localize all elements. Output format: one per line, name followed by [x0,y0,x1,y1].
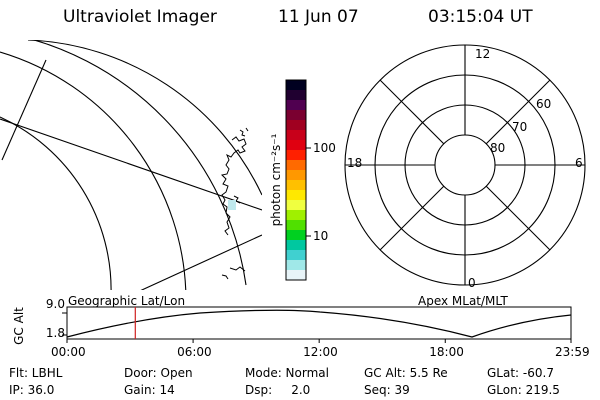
colorbar-band [286,200,306,211]
footer-seq: Seq: 39 [364,383,410,397]
footer-door: Door: Open [124,366,193,380]
colorbar-band [286,90,306,101]
footer-mode: Mode: Normal [245,366,329,380]
colorbar-band [286,140,306,151]
colorbar-band [286,100,306,111]
timeline-x-tick-label: 12:00 [303,345,338,359]
colorbar-band [286,230,306,241]
mlt-label-12: 12 [475,47,491,61]
footer-dsp: Dsp: 2.0 [245,383,311,397]
lat-label-80: 80 [490,141,506,155]
timeline-y-bottom: 1.8 [45,326,65,340]
colorbar-band [286,270,306,281]
footer-gain: Gain: 14 [124,383,175,397]
altitude-curve [66,309,572,338]
colorbar-band [286,190,306,201]
mlt-label-6: 6 [575,156,583,170]
colorbar-band [286,220,306,231]
colorbar-band [286,260,306,271]
colorbar-tick-10: 10 [313,229,329,243]
coastline [220,136,247,236]
footer-gc-alt: GC Alt: 5.5 Re [364,366,448,380]
date-label: 11 Jun 07 [278,7,359,27]
timeline-right-label: Apex MLat/MLT [418,294,508,308]
footer-glon: GLon: 219.5 [487,383,560,397]
timeline-y-top: 9.0 [45,297,65,311]
colorbar-band [286,250,306,261]
colorbar-band [286,240,306,251]
timeline-x-tick-label: 23:59 [555,345,590,359]
colorbar-band [286,130,306,141]
meridian-3 [140,234,262,290]
lat-arc-4 [27,40,262,196]
colorbar-band [286,180,306,191]
colorbar-tick-100: 100 [313,141,336,155]
lat-label-60: 60 [536,97,552,111]
instrument-title: Ultraviolet Imager [63,7,217,27]
meridian-2 [0,118,262,211]
mlt-label-0: 0 [468,276,476,290]
lat-arc-3 [32,40,247,286]
coastline-islands [221,127,249,280]
timeline-x-tick-label: 06:00 [177,345,212,359]
colorbar-band [286,120,306,131]
meridian-1 [1,59,47,161]
aurora-patch [228,200,236,210]
footer-glat: GLat: -60.7 [487,366,554,380]
colorbar-band [286,170,306,181]
timeline-x-tick-label: 00:00 [51,345,86,359]
colorbar-band [286,110,306,121]
colorbar-band [286,210,306,221]
timeline-left-label: Geographic Lat/Lon [68,294,186,308]
footer-ip: IP: 36.0 [9,383,55,397]
lat-arc-1 [0,116,112,290]
colorbar-band [286,80,306,91]
mlt-label-18: 18 [347,156,363,170]
footer-flt: Flt: LBHL [9,366,63,380]
lat-arc-2 [0,51,187,290]
lat-label-70: 70 [512,120,528,134]
colorbar-band [286,160,306,171]
colorbar-band [286,150,306,161]
time-label: 03:15:04 UT [428,7,533,27]
timeline-x-tick-label: 18:00 [429,345,464,359]
